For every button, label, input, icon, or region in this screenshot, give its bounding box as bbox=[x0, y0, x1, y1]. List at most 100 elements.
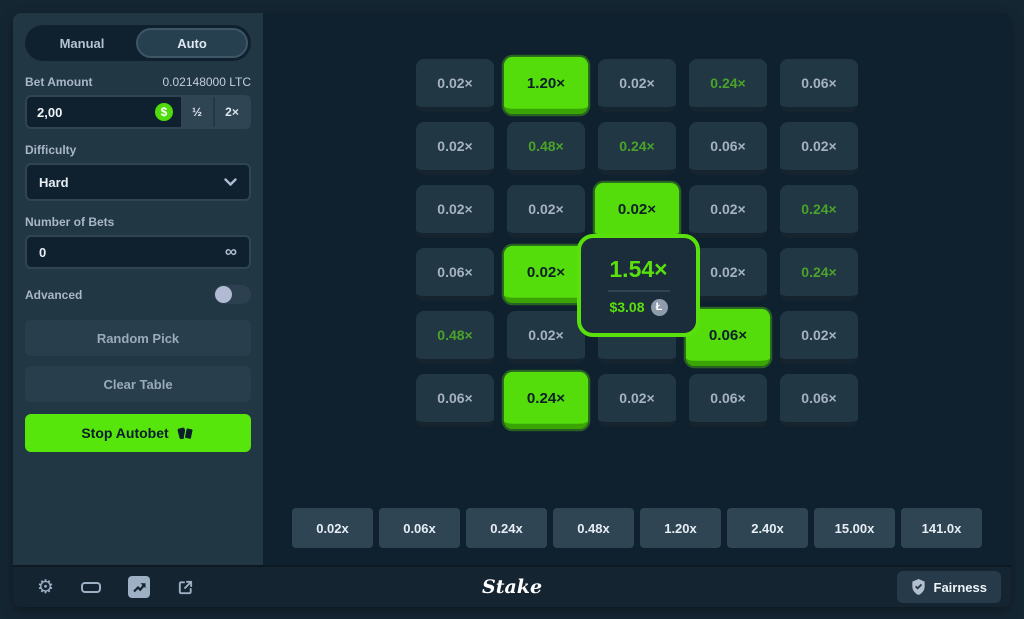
payout-legend-tile: 0.06x bbox=[379, 508, 460, 548]
board-tile[interactable]: 0.24× bbox=[503, 371, 589, 430]
tile-multiplier: 0.24× bbox=[801, 264, 837, 280]
board-tile[interactable]: 0.02× bbox=[689, 185, 767, 238]
win-payout: $3.08 bbox=[609, 299, 645, 315]
tab-manual[interactable]: Manual bbox=[28, 28, 136, 58]
win-popup: 1.54× $3.08 Ł bbox=[577, 234, 700, 337]
difficulty-value: Hard bbox=[39, 174, 69, 190]
payout-legend-tile: 0.24x bbox=[466, 508, 547, 548]
stop-autobet-label: Stop Autobet bbox=[81, 425, 169, 441]
bet-amount-input[interactable]: 2,00 $ bbox=[27, 97, 181, 127]
difficulty-select[interactable]: Hard bbox=[25, 163, 251, 201]
tile-multiplier: 0.02× bbox=[619, 75, 655, 91]
infinity-icon: ∞ bbox=[224, 242, 237, 261]
tile-multiplier: 0.06× bbox=[437, 264, 473, 280]
board-tile[interactable]: 0.06× bbox=[416, 374, 494, 427]
main-row: Manual Auto Bet Amount 0.02148000 LTC 2,… bbox=[13, 13, 1011, 565]
number-of-bets-label: Number of Bets bbox=[25, 215, 115, 229]
payout-legend-tile: 0.48x bbox=[553, 508, 634, 548]
board-tile[interactable]: 0.48× bbox=[416, 311, 494, 364]
board-tile[interactable]: 0.06× bbox=[416, 248, 494, 301]
live-stats-icon[interactable] bbox=[128, 576, 151, 598]
board-tile[interactable]: 0.02× bbox=[598, 59, 676, 112]
board-tile[interactable]: 0.02× bbox=[780, 311, 858, 364]
board-tile[interactable]: 0.06× bbox=[689, 122, 767, 175]
board-tile[interactable]: 1.20× bbox=[503, 56, 589, 115]
tile-multiplier: 0.48× bbox=[528, 138, 564, 154]
payout-legend: 0.02x 0.06x 0.24x 0.48x 1.20x 2.40x 15.00x 141.… bbox=[263, 508, 1011, 548]
random-pick-button[interactable]: Random Pick bbox=[25, 320, 251, 356]
half-bet-button[interactable]: ½ bbox=[181, 97, 215, 127]
board-tile[interactable]: 0.24× bbox=[780, 248, 858, 301]
advanced-toggle[interactable] bbox=[214, 285, 251, 304]
tile-multiplier: 0.24× bbox=[801, 201, 837, 217]
stop-autobet-button[interactable]: Stop Autobet bbox=[25, 414, 251, 452]
payout-legend-tile: 1.20x bbox=[640, 508, 721, 548]
board-tile[interactable]: 0.02× bbox=[503, 245, 589, 304]
tab-auto[interactable]: Auto bbox=[136, 28, 248, 58]
tile-multiplier: 0.06× bbox=[801, 75, 837, 91]
payout-legend-tile: 141.0x bbox=[901, 508, 982, 548]
number-of-bets-value: 0 bbox=[39, 244, 47, 260]
game-window: Manual Auto Bet Amount 0.02148000 LTC 2,… bbox=[13, 13, 1011, 607]
tile-multiplier: 0.02× bbox=[437, 75, 473, 91]
board-tile[interactable]: 0.06× bbox=[780, 374, 858, 427]
tile-multiplier: 0.02× bbox=[619, 390, 655, 406]
popout-icon[interactable] bbox=[177, 579, 194, 596]
game-board-area: 0.02× 1.20× 0.02× 0.24× 0.06× 0.02× 0.48× 0.24×… bbox=[263, 13, 1011, 565]
tile-multiplier: 0.24× bbox=[619, 138, 655, 154]
footer-icons: ⚙ bbox=[37, 576, 194, 598]
tile-multiplier: 0.48× bbox=[437, 327, 473, 343]
theatre-mode-icon[interactable] bbox=[81, 581, 102, 593]
payout-legend-tile: 15.00x bbox=[814, 508, 895, 548]
settings-gear-icon[interactable]: ⚙ bbox=[37, 576, 55, 598]
bet-amount-label: Bet Amount bbox=[25, 75, 93, 89]
tile-multiplier: 0.06× bbox=[708, 326, 748, 344]
currency-dollar-icon: $ bbox=[155, 103, 173, 121]
board-tile[interactable]: 0.02× bbox=[507, 311, 585, 364]
difficulty-label: Difficulty bbox=[25, 143, 77, 157]
board-tile[interactable]: 0.02× bbox=[416, 122, 494, 175]
win-multiplier: 1.54× bbox=[609, 255, 668, 282]
game-footer: ⚙ Stake bbox=[13, 565, 1011, 607]
double-bet-button[interactable]: 2× bbox=[215, 97, 249, 127]
board-tile[interactable]: 0.02× bbox=[780, 122, 858, 175]
popup-divider bbox=[607, 289, 670, 292]
tile-multiplier: 0.06× bbox=[801, 390, 837, 406]
bet-amount-balance: 0.02148000 LTC bbox=[162, 75, 251, 89]
board-tile[interactable]: 0.06× bbox=[780, 59, 858, 112]
board-tile[interactable]: 0.24× bbox=[780, 185, 858, 238]
payout-legend-tile: 0.02x bbox=[292, 508, 373, 548]
bet-amount-field: 2,00 $ ½ 2× bbox=[25, 95, 251, 129]
cards-icon bbox=[177, 426, 194, 440]
bet-mode-toggle: Manual Auto bbox=[25, 25, 251, 61]
board-tile[interactable]: 0.02× bbox=[689, 248, 767, 301]
tile-multiplier: 0.02× bbox=[528, 201, 564, 217]
tile-multiplier: 0.06× bbox=[710, 138, 746, 154]
tile-multiplier: 0.24× bbox=[710, 75, 746, 91]
board-tile[interactable]: 0.24× bbox=[598, 122, 676, 175]
clear-table-button[interactable]: Clear Table bbox=[25, 366, 251, 402]
board-tile[interactable]: 0.02× bbox=[598, 374, 676, 427]
tile-multiplier: 0.02× bbox=[801, 327, 837, 343]
board-tile[interactable]: 0.24× bbox=[689, 59, 767, 112]
toggle-knob-icon bbox=[215, 286, 232, 303]
fairness-button[interactable]: Fairness bbox=[896, 571, 1001, 603]
tile-grid: 0.02× 1.20× 0.02× 0.24× 0.06× 0.02× 0.48× 0.24×… bbox=[416, 56, 858, 430]
tile-multiplier: 0.24× bbox=[526, 389, 566, 407]
tile-multiplier: 0.02× bbox=[526, 263, 566, 281]
board-tile[interactable]: 0.02× bbox=[507, 185, 585, 238]
tile-multiplier: 0.02× bbox=[437, 201, 473, 217]
board-tile[interactable]: 0.02× bbox=[416, 185, 494, 238]
tile-multiplier: 0.02× bbox=[528, 327, 564, 343]
board-tile[interactable]: 0.02× bbox=[594, 182, 680, 241]
board-tile[interactable]: 0.02× bbox=[416, 59, 494, 112]
tile-multiplier: 0.06× bbox=[710, 390, 746, 406]
advanced-label: Advanced bbox=[25, 287, 83, 302]
litecoin-icon: Ł bbox=[650, 298, 668, 316]
board-tile[interactable]: 0.48× bbox=[507, 122, 585, 175]
board-tile[interactable]: 0.06× bbox=[689, 374, 767, 427]
bet-modifiers: ½ 2× bbox=[181, 97, 249, 127]
fairness-shield-icon bbox=[911, 579, 925, 595]
number-of-bets-input[interactable]: 0 ∞ bbox=[25, 235, 251, 269]
tile-multiplier: 0.02× bbox=[801, 138, 837, 154]
